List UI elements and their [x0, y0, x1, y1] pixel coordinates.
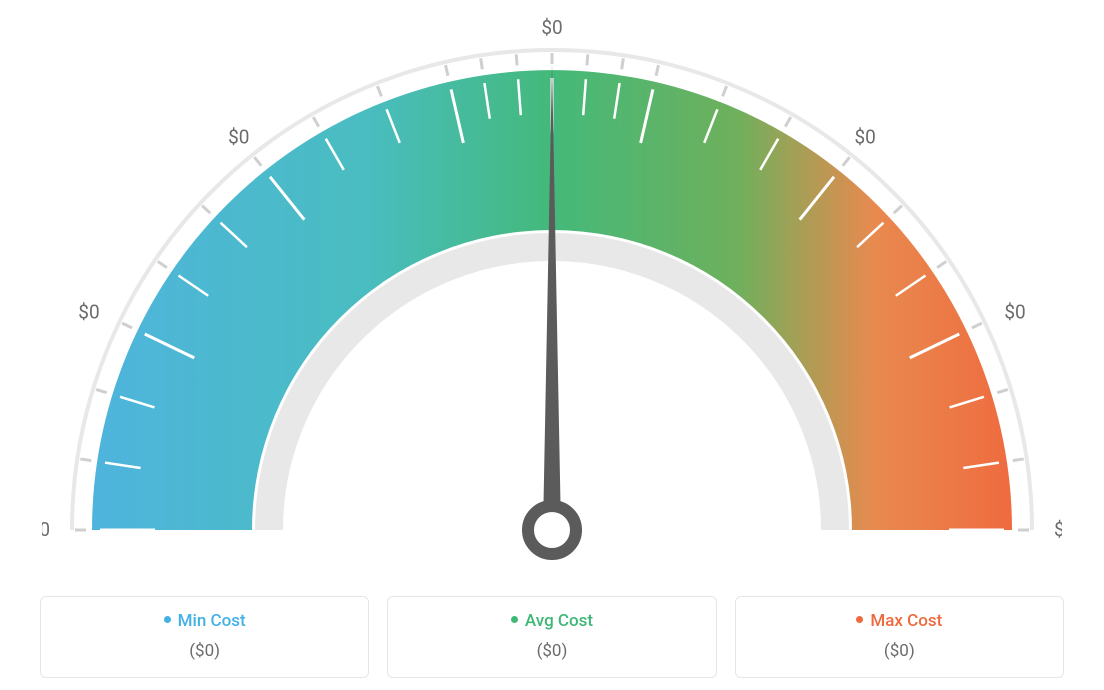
- legend-value-max: ($0): [746, 641, 1053, 661]
- dot-icon: [856, 616, 863, 623]
- gauge-tick-label: $0: [228, 126, 249, 149]
- gauge-tick-label: $0: [42, 518, 50, 541]
- gauge-tick-label: $0: [78, 300, 99, 323]
- legend-label-avg: Avg Cost: [398, 611, 705, 631]
- legend-card-max: Max Cost ($0): [735, 596, 1064, 678]
- legend-value-avg: ($0): [398, 641, 705, 661]
- dot-icon: [164, 616, 171, 623]
- legend-row: Min Cost ($0) Avg Cost ($0) Max Cost ($0…: [40, 596, 1064, 678]
- gauge-chart: $0 $0 $0 $0 $0 $0 $0: [42, 0, 1062, 560]
- gauge-tick-label: $0: [1004, 300, 1025, 323]
- gauge-svg: $0 $0 $0 $0 $0 $0 $0: [42, 0, 1062, 560]
- dot-icon: [511, 616, 518, 623]
- legend-label-max: Max Cost: [746, 611, 1053, 631]
- legend-label-text: Avg Cost: [525, 611, 593, 631]
- legend-card-min: Min Cost ($0): [40, 596, 369, 678]
- gauge-tick-label: $0: [1054, 518, 1062, 541]
- legend-label-text: Min Cost: [178, 611, 246, 631]
- legend-label-text: Max Cost: [870, 611, 942, 631]
- gauge-tick-label: $0: [855, 126, 876, 149]
- legend-label-min: Min Cost: [51, 611, 358, 631]
- gauge-tick-label: $0: [541, 16, 562, 39]
- legend-value-min: ($0): [51, 641, 358, 661]
- legend-card-avg: Avg Cost ($0): [387, 596, 716, 678]
